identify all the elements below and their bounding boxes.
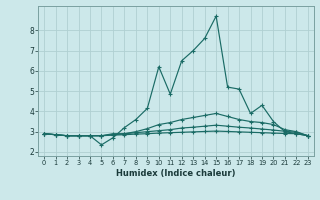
X-axis label: Humidex (Indice chaleur): Humidex (Indice chaleur) <box>116 169 236 178</box>
